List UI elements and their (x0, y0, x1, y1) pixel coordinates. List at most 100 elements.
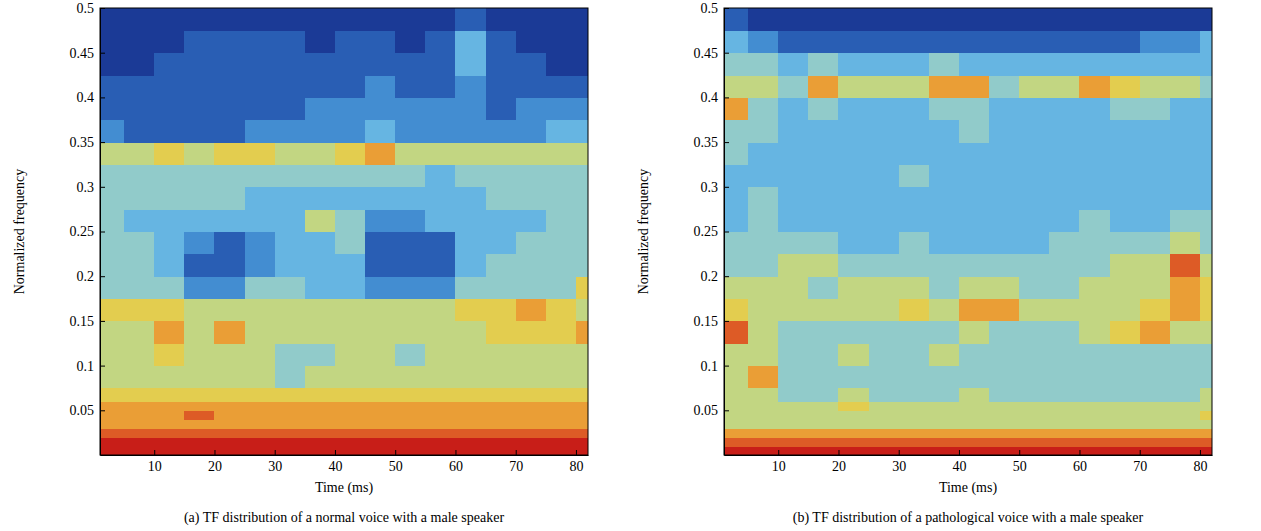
heatmap-cell (1140, 428, 1171, 437)
heatmap-cell (305, 53, 336, 76)
heatmap-cell (546, 97, 577, 120)
heatmap-cell (546, 232, 577, 255)
heatmap-cell (335, 437, 366, 446)
heatmap-cell (275, 187, 306, 210)
heatmap-cell (335, 209, 366, 232)
heatmap-cell (959, 120, 990, 143)
heatmap-cell (214, 343, 245, 366)
heatmap-cell (154, 232, 185, 255)
heatmap-cell (124, 53, 155, 76)
heatmap-cell (778, 388, 809, 402)
heatmap-cell (184, 30, 215, 53)
heatmap-cell (1200, 428, 1212, 437)
heatmap-cell (245, 401, 276, 410)
heatmap-cell (305, 388, 336, 402)
heatmap-cell (395, 75, 426, 98)
heatmap-cell (808, 53, 839, 76)
heatmap-cell (1200, 401, 1212, 410)
heatmap-cell (154, 30, 185, 53)
heatmap-cell (778, 299, 809, 322)
heatmap-cell (1049, 254, 1080, 277)
heatmap-cell (1110, 428, 1141, 437)
heatmap-cell (989, 299, 1020, 322)
heatmap-cell (516, 410, 547, 419)
heatmap-cell (1079, 446, 1110, 455)
heatmap-cell (516, 321, 547, 344)
heatmap-cell (989, 97, 1020, 120)
heatmap-cell (1200, 437, 1212, 446)
heatmap-cell (778, 209, 809, 232)
heatmap-cell (1170, 321, 1201, 344)
heatmap-cell (365, 419, 396, 428)
heatmap-cell (959, 388, 990, 402)
heatmap-cell (486, 53, 517, 76)
heatmap-cell (214, 428, 245, 437)
heatmap-cell (546, 388, 577, 402)
heatmap-cell (245, 321, 276, 344)
heatmap-cell (778, 276, 809, 299)
heatmap-cell (808, 254, 839, 277)
heatmap-cell (989, 142, 1020, 165)
heatmap-cell (1019, 276, 1050, 299)
heatmap-cell (1019, 446, 1050, 455)
heatmap-cell (1079, 388, 1110, 402)
heatmap-cell (959, 276, 990, 299)
heatmap-cell (576, 388, 588, 402)
heatmap-cell (154, 410, 185, 419)
panel: 10203040506070800.050.10.150.20.250.30.3… (12, 1, 589, 526)
heatmap-cell (365, 120, 396, 143)
heatmap-cell (425, 276, 456, 299)
heatmap-cell (959, 321, 990, 344)
x-tick-mark (395, 450, 396, 455)
heatmap-cell (1170, 299, 1201, 322)
heatmap-cell (100, 388, 125, 402)
heatmap-cell (989, 366, 1020, 389)
heatmap-cell (1140, 299, 1171, 322)
heatmap-cell (516, 75, 547, 98)
heatmap-cell (214, 299, 245, 322)
heatmap-cell (184, 321, 215, 344)
heatmap-cell (455, 299, 486, 322)
heatmap-cell (748, 343, 779, 366)
heatmap-cell (1140, 53, 1171, 76)
heatmap-cell (425, 8, 456, 31)
heatmap-cell (1170, 187, 1201, 210)
heatmap-cell (1170, 232, 1201, 255)
x-tick-mark (1079, 450, 1080, 455)
heatmap-cell (124, 75, 155, 98)
heatmap-cell (1200, 209, 1212, 232)
heatmap-cell (838, 75, 869, 98)
heatmap-cell (1049, 299, 1080, 322)
heatmap-cell (869, 401, 900, 410)
heatmap-cell (335, 30, 366, 53)
heatmap-cell (1170, 254, 1201, 277)
heatmap-cell (929, 164, 960, 187)
heatmap-cell (245, 366, 276, 389)
heatmap-cell (778, 187, 809, 210)
heatmap-cell (724, 8, 749, 31)
heatmap-cell (929, 343, 960, 366)
heatmap-cell (1019, 401, 1050, 410)
x-axis-title: Time (ms) (939, 480, 998, 496)
heatmap-cell (724, 446, 749, 455)
x-tick: 20 (208, 450, 222, 474)
heatmap-cell (1079, 299, 1110, 322)
heatmap-cell (778, 437, 809, 446)
x-tick-label: 70 (509, 459, 523, 474)
heatmap-cell (395, 276, 426, 299)
heatmap-cell (214, 209, 245, 232)
heatmap-cell (100, 366, 125, 389)
heatmap-cell (305, 410, 336, 419)
y-tick: 0.4 (701, 90, 730, 105)
heatmap-cell (808, 388, 839, 402)
heatmap-cell (1200, 446, 1212, 455)
heatmap-cell (869, 97, 900, 120)
heatmap-cell (989, 388, 1020, 402)
heatmap-cell (305, 164, 336, 187)
heatmap-cell (275, 97, 306, 120)
heatmap-cell (335, 97, 366, 120)
heatmap-cell (929, 446, 960, 455)
heatmap-cell (989, 419, 1020, 428)
heatmap-cell (1110, 254, 1141, 277)
heatmap-cell (305, 419, 336, 428)
